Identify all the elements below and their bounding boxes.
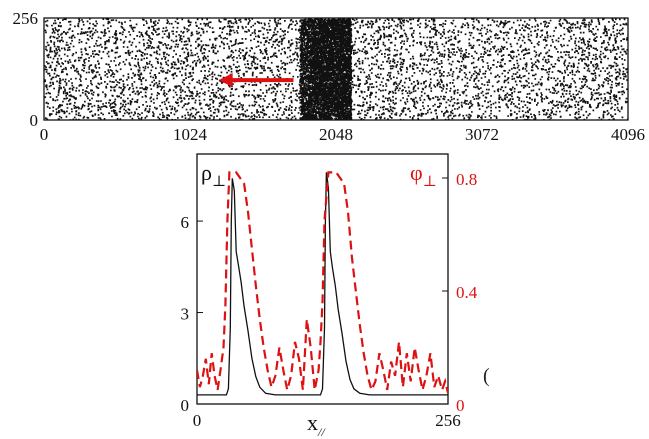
series-phi-line	[197, 171, 448, 394]
profile-left-tick-label: 0	[181, 396, 190, 415]
profile-left-y-ticks: 0 3 6	[181, 213, 203, 415]
profile-x-tick-label: 0	[193, 411, 202, 430]
snapshot-y-ticks: 0 256	[13, 9, 39, 130]
motion-arrow	[218, 73, 294, 88]
snapshot-x-tick-label: 2048	[319, 125, 353, 144]
profile-x-tick-label: 256	[435, 411, 461, 430]
density-profile-panel: 0 256 036 00.40.8 ρ⊥ φ⊥ x// (	[181, 153, 490, 439]
series-rho-line	[197, 172, 448, 396]
snapshot-y-tick-label: 256	[13, 9, 39, 28]
profile-right-tick-label: 0.8	[456, 170, 477, 189]
snapshot-x-tick-label: 3072	[465, 125, 499, 144]
snapshot-x-ticks: 0 1024 2048 3072 4096	[40, 115, 645, 144]
profile-right-tick-label: 0	[456, 396, 465, 415]
profile-x-ticks: 0 256	[193, 411, 461, 430]
snapshot-x-tick-label: 0	[40, 125, 49, 144]
profile-right-tick-label: 0.4	[456, 283, 478, 302]
particle-snapshot-panel: 0 1024 2048 3072 4096 0 256	[13, 9, 646, 144]
snapshot-y-tick-label: 0	[30, 111, 39, 130]
profile-frame	[196, 153, 449, 405]
snapshot-x-tick-label: 1024	[173, 125, 208, 144]
panel-annotation: (	[483, 365, 490, 387]
profile-left-tick-label: 6	[181, 213, 190, 232]
particles-path	[44, 18, 628, 120]
left-axis-symbol: ρ⊥	[201, 160, 226, 190]
x-axis-label: x//	[307, 410, 326, 439]
motion-arrow-head	[218, 73, 233, 88]
particle-cloud	[44, 18, 628, 120]
profile-right-y-ticks: 0 0.4 0.8	[442, 170, 478, 415]
profile-left-tick-label: 3	[181, 305, 190, 324]
snapshot-x-tick-label: 4096	[611, 125, 645, 144]
right-axis-symbol: φ⊥	[410, 160, 437, 190]
